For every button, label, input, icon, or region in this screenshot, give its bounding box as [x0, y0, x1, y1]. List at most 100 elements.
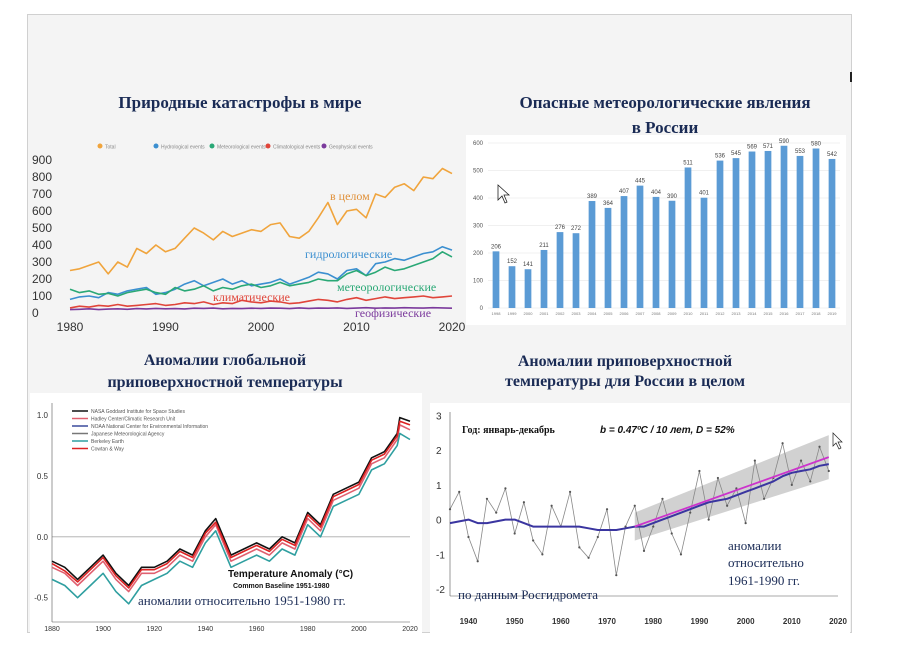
c2-bar — [700, 197, 708, 308]
c3-legend-label: Cowtan & Way — [91, 447, 124, 453]
legend-dot-c1 — [321, 143, 327, 149]
c4-point — [624, 525, 627, 528]
c1-y-tick: 0 — [32, 306, 39, 320]
c3-caption: аномалии относительно 1951-1980 гг. — [138, 593, 346, 608]
c2-bar-label: 536 — [715, 154, 726, 160]
c2-bar — [508, 266, 516, 308]
c2-x-tick: 2006 — [620, 311, 630, 316]
c4-y-tick: 1 — [436, 481, 442, 492]
c2-bar-label: 590 — [779, 139, 790, 145]
c1-y-tick: 300 — [32, 255, 52, 269]
c2-x-tick: 2015 — [764, 311, 774, 316]
c1-x-tick: 2000 — [248, 320, 275, 334]
c2-bar-label: 571 — [763, 144, 774, 150]
c1-y-tick: 700 — [32, 187, 52, 201]
c3-series-line — [51, 416, 411, 587]
chart3-title-line2: приповерхностной температуры — [107, 374, 343, 391]
c4-point — [568, 490, 572, 493]
c3-legend-label: Berkeley Earth — [91, 439, 124, 445]
c2-bar-label: 364 — [603, 201, 614, 207]
c4-smooth-line — [449, 463, 829, 531]
c4-point — [476, 560, 479, 563]
c4-point — [670, 532, 673, 535]
c2-x-tick: 2012 — [716, 311, 726, 316]
c2-bar-label: 445 — [635, 179, 646, 185]
c4-point — [652, 525, 655, 528]
c4-point — [753, 459, 756, 462]
c1-x-tick: 1980 — [57, 320, 84, 334]
c2-bar — [716, 160, 724, 308]
c1-series-line — [69, 295, 453, 309]
legend-label-c1: Climatological events — [273, 145, 321, 151]
c2-x-tick: 2018 — [812, 311, 822, 316]
c4-point — [781, 442, 784, 445]
c2-bar — [828, 158, 836, 308]
chart2-title: Опасные метеорологические явления в Росс… — [470, 90, 860, 140]
c4-x-tick: 1950 — [506, 617, 524, 626]
c2-y-tick: 100 — [473, 279, 484, 285]
c3-legend-label: Hadley Center/Climatic Research Unit — [91, 417, 176, 423]
c4-x-tick: 1960 — [552, 617, 570, 626]
c2-bar-label: 511 — [683, 160, 693, 166]
c4-point — [744, 521, 747, 525]
c4-point — [615, 574, 618, 577]
c2-x-tick: 2008 — [652, 311, 662, 316]
c3-x-tick: 2000 — [351, 626, 367, 633]
cursor-icon — [832, 432, 843, 450]
c2-bar-label: 389 — [587, 194, 598, 200]
c2-bar — [652, 196, 660, 308]
c2-bar — [796, 155, 804, 308]
c2-bar-label: 401 — [699, 191, 710, 197]
c1-y-tick: 800 — [32, 170, 52, 184]
c2-bar — [588, 201, 596, 308]
c2-x-tick: 2005 — [604, 311, 614, 316]
c2-bar-label: 152 — [507, 259, 518, 265]
c3-legend-label: NOAA National Center for Environmental I… — [91, 424, 208, 430]
c4-trend-line — [634, 456, 830, 528]
c3-x-tick: 1980 — [300, 626, 316, 633]
c3-legend-label: NASA Goddard Institute for Space Studies — [91, 409, 185, 415]
c1-y-tick: 500 — [32, 221, 52, 235]
c4-y-tick: 2 — [436, 446, 442, 457]
c4-x-tick: 2010 — [783, 617, 801, 626]
c2-bar — [572, 233, 580, 308]
c1-series-line — [69, 251, 453, 297]
c2-x-tick: 2013 — [732, 311, 742, 316]
c1-y-tick: 200 — [32, 272, 52, 286]
legend-label-c1: Meteorological events — [217, 145, 266, 151]
c4-point — [726, 504, 729, 507]
c2-x-tick: 2014 — [748, 311, 758, 316]
c2-bar — [492, 251, 500, 308]
c2-bar — [636, 185, 644, 308]
c3-series-line — [51, 424, 411, 593]
c2-y-tick: 400 — [473, 196, 484, 202]
c2-x-tick: 2000 — [524, 311, 534, 316]
c4-y-tick: 0 — [436, 516, 442, 527]
c2-bar — [620, 196, 628, 308]
c4-point — [818, 445, 821, 448]
c2-bar-label: 206 — [491, 244, 502, 250]
c4-point — [550, 504, 553, 507]
c4-point — [485, 497, 489, 500]
c4-point — [633, 504, 636, 507]
c4-point — [661, 497, 664, 500]
c3-series-line — [51, 432, 411, 605]
c4-y-tick: -1 — [436, 550, 445, 561]
chart1-title: Природные катастрофы в мире — [118, 93, 362, 112]
c4-header-right: b = 0.47ºC / 10 лет, D = 52% — [600, 425, 735, 436]
c4-annual-line — [449, 442, 830, 576]
c1-annotation: геофизические — [355, 306, 431, 320]
c4-point — [799, 459, 803, 462]
c2-y-tick: 300 — [473, 224, 484, 230]
c2-bar — [764, 150, 772, 308]
c4-x-tick: 1980 — [644, 617, 662, 626]
c1-y-tick: 400 — [32, 238, 52, 252]
c2-x-tick: 2001 — [540, 311, 550, 316]
chart3-title: Аномалии глобальной приповерхностной тем… — [80, 350, 370, 394]
c2-x-tick: 2009 — [668, 311, 678, 316]
c3-inner-subtitle: Common Baseline 1951-1980 — [233, 583, 330, 590]
c1-series-line — [69, 167, 453, 275]
c4-confidence-band — [634, 435, 829, 541]
c2-x-tick: 1999 — [508, 311, 518, 316]
